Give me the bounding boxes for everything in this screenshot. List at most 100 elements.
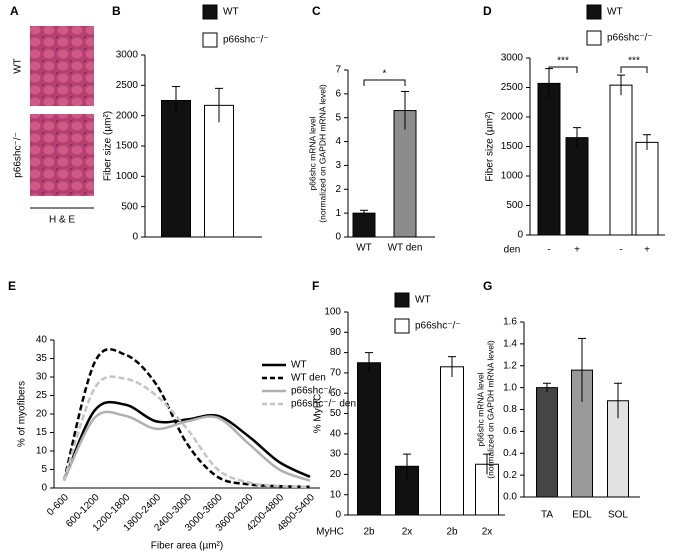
x-tick-label: TA (541, 510, 553, 521)
y-tick-label: 0.0 (503, 492, 517, 503)
y-tick-label: 0 (132, 232, 138, 243)
legend-swatch (202, 32, 218, 48)
panel-label: D (483, 4, 492, 18)
x-axis-label: MyHC (316, 527, 344, 538)
x-tick-label: 2x (482, 527, 493, 538)
y-tick-label: 5 (335, 112, 341, 123)
row-label: WT (13, 58, 24, 74)
y-tick-label: 10 (330, 489, 342, 500)
x-tick-label: WT den (388, 243, 423, 254)
legend-label: WT den (291, 373, 326, 384)
y-tick-label: 20 (36, 409, 48, 420)
line-series (62, 375, 311, 489)
y-tick-label: 0.6 (503, 426, 517, 437)
x-tick-label: 0-600 (45, 492, 71, 518)
x-tick-label: 2b (363, 527, 375, 538)
y-axis-label: p66shc mRNA level (475, 372, 485, 446)
legend-swatch (394, 318, 410, 334)
legend-label: WT (291, 360, 307, 371)
x-tick-label: 2x (402, 527, 413, 538)
legend-label: WT (607, 7, 623, 18)
y-axis-label: (normalized on GAPDH mRNA level) (317, 84, 327, 223)
significance-bracket (620, 66, 648, 73)
y-axis-label: % MyHC (313, 394, 324, 433)
bar (204, 104, 234, 238)
y-tick-label: 100 (324, 307, 341, 318)
legend-label: p66shc⁻/⁻ den (291, 399, 356, 410)
y-tick-label: 30 (36, 372, 48, 383)
histology-image (30, 26, 94, 106)
x-tick-label: EDL (572, 510, 592, 521)
panel-label: G (483, 279, 492, 293)
legend-label: p66shc⁻/⁻ (223, 35, 269, 46)
y-tick-label: 90 (330, 327, 342, 338)
y-tick-label: 2500 (116, 80, 139, 91)
x-tick-label: - (547, 245, 550, 256)
y-tick-label: 1.6 (503, 317, 517, 328)
annotation: *** (628, 56, 640, 67)
y-tick-label: 0 (517, 230, 523, 241)
y-tick-label: 80 (330, 347, 342, 358)
panel-label: F (312, 279, 319, 293)
y-tick-label: 0.2 (503, 470, 517, 481)
y-tick-label: 1.2 (503, 360, 517, 371)
y-axis-label: (normalized on GAPDH mRNA level) (485, 340, 495, 479)
bar (357, 362, 381, 516)
legend-swatch (586, 4, 602, 20)
legend-swatch (202, 4, 218, 20)
y-tick-label: 70 (330, 368, 342, 379)
y-axis-label: Fiber size (µm²) (103, 111, 114, 181)
y-tick-label: 4 (335, 136, 341, 147)
bar (537, 82, 561, 236)
bar (352, 212, 376, 238)
significance-bracket (548, 66, 578, 73)
y-tick-label: 0.8 (503, 404, 517, 415)
legend-swatch (586, 30, 602, 46)
y-tick-label: 3000 (501, 53, 524, 64)
y-tick-label: 15 (36, 427, 48, 438)
y-tick-label: 35 (36, 353, 48, 364)
line-series (62, 348, 311, 489)
bar (565, 137, 589, 236)
y-tick-label: 20 (330, 469, 342, 480)
line-series (62, 400, 311, 482)
legend-label: p66shc⁻/⁻ (607, 33, 653, 44)
bar (635, 141, 659, 236)
y-axis-label: p66shc mRNA level (307, 116, 317, 190)
bar (609, 84, 633, 236)
y-tick-label: 50 (330, 408, 342, 419)
legend-label: WT (223, 7, 239, 18)
histology-image (30, 114, 94, 196)
y-tick-label: 1000 (116, 171, 139, 182)
y-axis-label: % of myofibers (17, 381, 28, 447)
y-tick-label: 25 (36, 390, 48, 401)
y-tick-label: 6 (335, 88, 341, 99)
y-tick-label: 40 (36, 335, 48, 346)
y-tick-label: 1.4 (503, 339, 517, 350)
bar (440, 366, 464, 516)
panel-label: E (8, 279, 16, 293)
legend-swatch (394, 292, 410, 308)
y-tick-label: 10 (36, 446, 48, 457)
legend-label: p66shc⁻/⁻ (415, 321, 461, 332)
y-tick-label: 1500 (501, 141, 524, 152)
y-tick-label: 0 (335, 510, 341, 521)
y-tick-label: 60 (330, 388, 342, 399)
row-label: p66shc⁻/⁻ (13, 132, 24, 178)
panel-label: C (312, 4, 321, 18)
y-tick-label: 2500 (501, 82, 524, 93)
x-tick-label: - (619, 245, 622, 256)
y-tick-label: 0 (335, 232, 341, 243)
legend-label: WT (415, 295, 431, 306)
y-tick-label: 2 (335, 184, 341, 195)
significance-bracket (363, 79, 406, 86)
x-axis-label: Fiber area (µm²) (151, 541, 223, 552)
y-tick-label: 7 (335, 65, 341, 76)
annotation: * (383, 69, 387, 80)
stain-label: H & E (49, 215, 75, 226)
y-tick-label: 2000 (501, 112, 524, 123)
legend-label: p66shc⁻/⁻ (291, 386, 337, 397)
line-series (62, 410, 311, 482)
panel-label: A (10, 4, 19, 18)
